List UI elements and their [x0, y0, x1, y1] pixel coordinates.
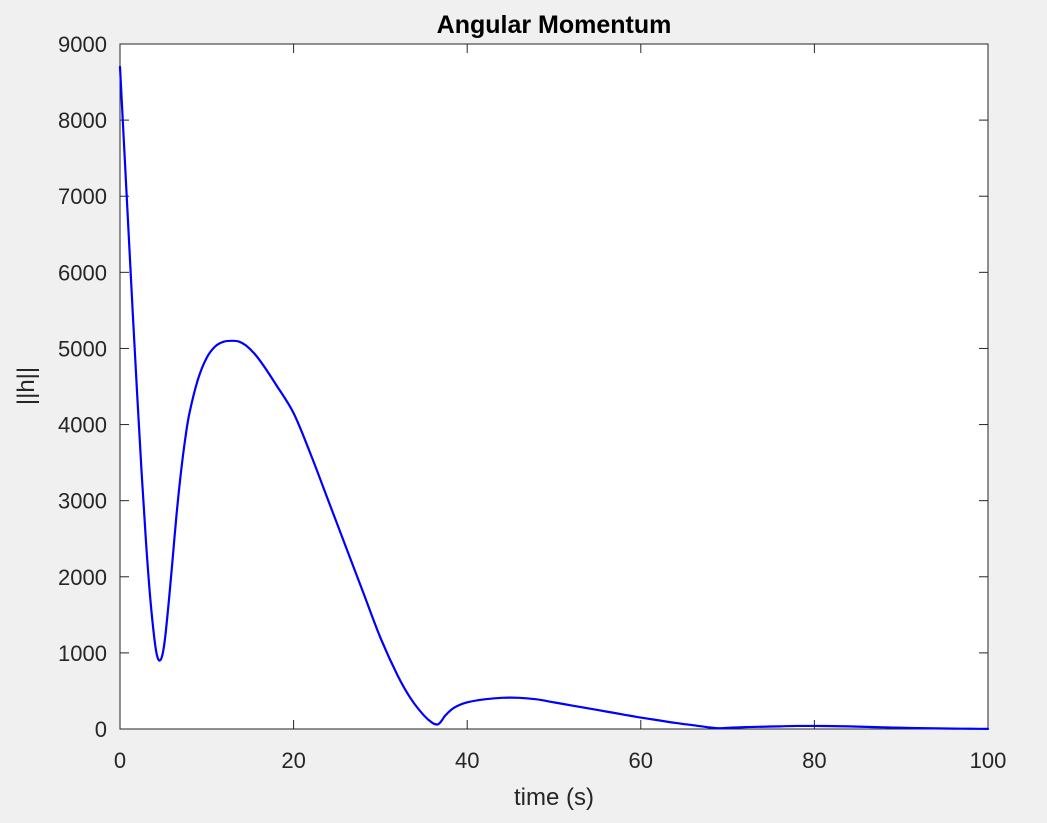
y-tick-label: 4000 [58, 413, 107, 438]
y-tick-label: 7000 [58, 184, 107, 209]
series-layer [118, 65, 990, 730]
x-axis-tick-labels: 0 20 40 60 80 100 [114, 748, 1006, 773]
y-tick-label: 6000 [58, 260, 107, 285]
x-tick-label: 20 [281, 748, 305, 773]
series-line [118, 65, 990, 730]
y-tick-label: 0 [95, 717, 107, 742]
chart-title: Angular Momentum [437, 11, 672, 39]
y-tick-label: 8000 [58, 108, 107, 133]
x-tick-label: 60 [629, 748, 653, 773]
x-tick-label: 80 [802, 748, 826, 773]
y-tick-label: 5000 [58, 336, 107, 361]
y-tick-label: 9000 [58, 32, 107, 57]
x-axis-label: time (s) [514, 784, 594, 811]
plot-area [119, 43, 989, 730]
x-tick-label: 0 [114, 748, 126, 773]
x-tick-label: 40 [455, 748, 479, 773]
y-axis-tick-labels: 0 1000 2000 3000 4000 5000 6000 7000 8000 9000 [58, 32, 107, 742]
y-axis-label: ||h|| [13, 367, 40, 405]
y-tick-label: 1000 [58, 641, 107, 666]
x-axis-ticks [119, 44, 989, 729]
y-tick-label: 3000 [58, 489, 107, 514]
x-tick-label: 100 [970, 748, 1007, 773]
y-tick-label: 2000 [58, 565, 107, 590]
